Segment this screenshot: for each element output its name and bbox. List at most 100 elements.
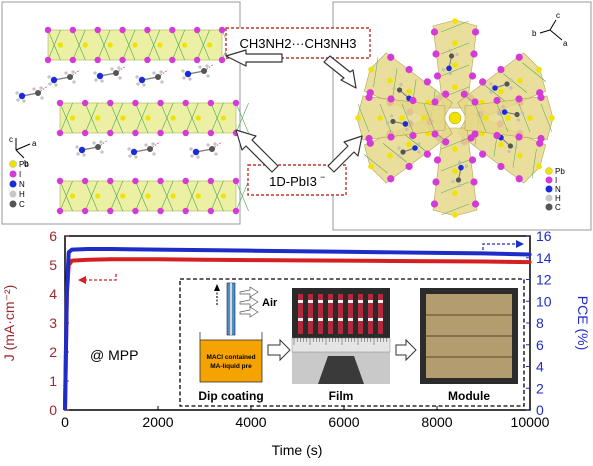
data-point: [327, 249, 331, 254]
data-point: [163, 257, 168, 261]
data-point: [89, 258, 93, 262]
data-point: [394, 259, 398, 263]
data-point: [253, 258, 257, 262]
data-point: [483, 251, 487, 256]
label-1d-box: 1D-PbI3 −: [247, 164, 347, 196]
data-point: [524, 252, 528, 257]
label-1d-charge: −: [320, 172, 325, 182]
data-point: [450, 251, 454, 255]
data-point: [208, 248, 212, 252]
data-point: [323, 258, 327, 263]
data-point: [78, 247, 82, 251]
left-axis-pointer: [78, 274, 117, 284]
data-point: [372, 259, 376, 263]
right-legend-pb: Pb: [555, 167, 565, 176]
data-point: [189, 248, 194, 252]
data-point: [528, 252, 532, 257]
x-tick-label: 6000: [328, 414, 359, 430]
data-point: [338, 250, 342, 254]
data-point: [509, 252, 513, 256]
data-point: [290, 258, 294, 262]
data-point: [305, 258, 309, 263]
data-point: [290, 249, 294, 253]
data-point: [279, 258, 283, 262]
data-point: [182, 257, 186, 262]
data-point: [498, 260, 502, 264]
left-y-tick-label: 6: [49, 228, 57, 244]
left-y-tick-label: 4: [49, 286, 57, 302]
data-point: [424, 259, 428, 263]
data-point: [108, 257, 112, 261]
methylammonium-molecule: [75, 139, 109, 157]
data-point: [264, 249, 268, 253]
data-point: [517, 260, 521, 264]
label-1d-text: 1D-PbI3: [269, 174, 317, 189]
data-point: [327, 258, 331, 263]
data-point: [480, 259, 484, 264]
data-point: [145, 247, 149, 252]
data-point: [383, 259, 387, 263]
data-point: [212, 258, 216, 262]
data-point: [480, 251, 484, 255]
data-point: [457, 251, 461, 255]
data-point: [215, 248, 220, 252]
data-point: [320, 249, 324, 254]
data-point: [111, 257, 115, 261]
data-point: [238, 248, 242, 253]
left-legend-n: N: [19, 180, 25, 189]
data-point: [353, 259, 357, 263]
data-point: [427, 251, 432, 255]
left-legend-pb: Pb: [19, 160, 29, 169]
methylammonium-molecule: [489, 78, 513, 94]
data-point: [104, 257, 108, 261]
data-point: [520, 260, 525, 264]
data-point: [234, 258, 238, 262]
data-point: [361, 259, 365, 263]
data-point: [457, 259, 461, 263]
data-point: [387, 250, 391, 254]
data-point: [528, 260, 532, 264]
data-point: [134, 247, 138, 251]
data-point: [241, 248, 246, 253]
data-point: [491, 260, 495, 264]
data-point: [230, 258, 234, 262]
right-radial-chains: [355, 18, 555, 218]
data-point: [275, 249, 279, 253]
data-point: [405, 250, 409, 255]
data-point: [409, 250, 413, 255]
data-point: [108, 247, 112, 251]
methylammonium-molecule: [93, 65, 127, 83]
data-point: [286, 258, 290, 262]
right-y-tick-label: 12: [536, 272, 552, 288]
data-point: [442, 259, 447, 263]
data-point: [85, 258, 89, 262]
data-point: [353, 250, 357, 254]
data-point: [517, 252, 521, 256]
data-point: [461, 259, 465, 263]
right-axes-indicator: c b a: [532, 11, 568, 48]
right-y-tick-label: 4: [536, 359, 544, 375]
data-point: [230, 248, 234, 253]
data-point: [513, 252, 517, 256]
data-point: [111, 247, 115, 251]
data-point: [93, 247, 97, 251]
film-photo: Film: [291, 288, 391, 403]
data-point: [383, 250, 387, 254]
data-point: [156, 247, 160, 252]
data-point: [115, 257, 119, 261]
data-point: [227, 258, 231, 262]
data-point: [241, 258, 246, 262]
data-point: [405, 259, 409, 263]
data-point: [487, 251, 491, 256]
data-point: [219, 258, 223, 262]
data-point: [74, 258, 78, 263]
data-point: [364, 259, 368, 263]
data-point: [502, 252, 506, 256]
arrow-to-right-chain: [327, 135, 363, 173]
right-atom-legend: Pb I N H C: [545, 167, 565, 212]
caption-dip-coating: Dip coating: [198, 389, 263, 403]
right-legend-h: H: [555, 194, 561, 203]
data-point: [342, 259, 346, 263]
